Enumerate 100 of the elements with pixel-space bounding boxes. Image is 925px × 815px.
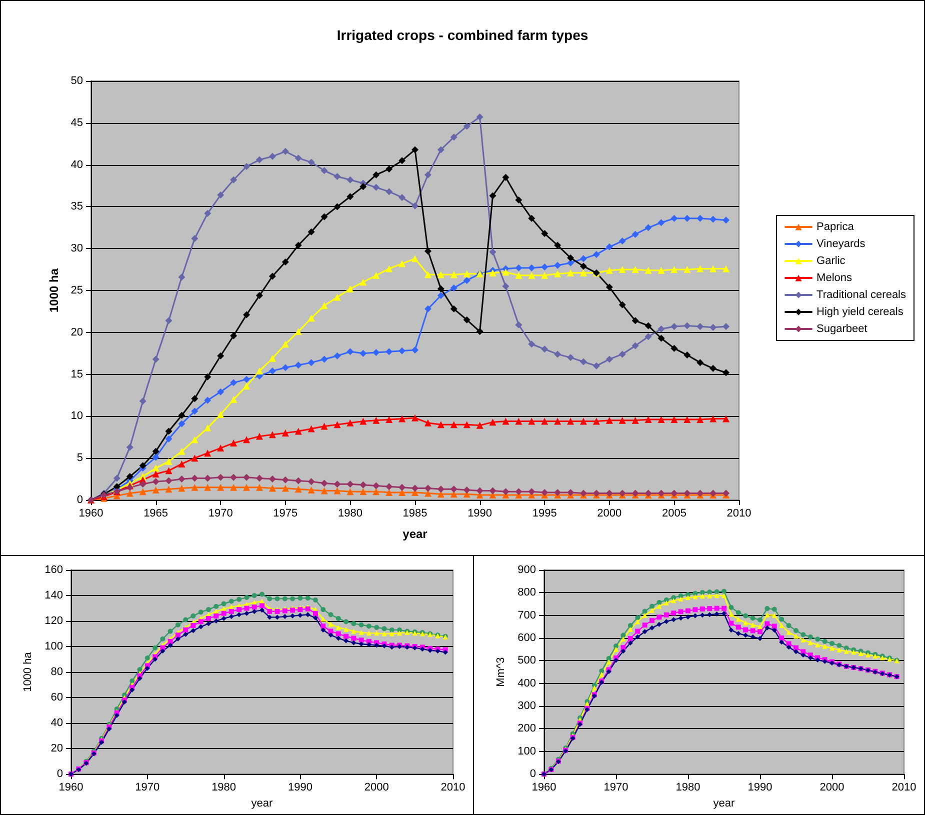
point (592, 362, 600, 370)
point (243, 382, 250, 390)
point (696, 359, 704, 366)
point (389, 627, 394, 632)
point (463, 421, 470, 428)
point (308, 425, 315, 432)
point (844, 648, 849, 654)
point (554, 242, 562, 249)
point (152, 448, 160, 455)
point (228, 598, 234, 604)
point (678, 596, 684, 602)
point (772, 612, 777, 618)
point (424, 271, 432, 278)
point (476, 487, 484, 494)
point (256, 474, 263, 482)
point (567, 269, 574, 276)
point (515, 196, 522, 204)
point (772, 628, 777, 633)
point (541, 264, 548, 271)
point (714, 606, 720, 611)
point (183, 627, 188, 632)
point (344, 619, 349, 624)
point (268, 152, 276, 160)
point (360, 481, 367, 488)
point (178, 460, 186, 468)
point (282, 148, 289, 155)
point (710, 216, 717, 223)
point (113, 483, 120, 490)
point (217, 388, 224, 396)
point (515, 321, 522, 328)
point (722, 369, 730, 376)
point (178, 476, 186, 483)
point (502, 488, 510, 496)
point (308, 314, 315, 322)
point (328, 612, 334, 618)
point (489, 248, 496, 256)
point (412, 346, 418, 354)
point (728, 612, 734, 617)
y-tick-label: 300 (518, 700, 536, 712)
point (243, 474, 250, 481)
point (658, 334, 665, 342)
point (320, 356, 328, 363)
point (139, 462, 146, 470)
x-tick-label: 1990 (468, 508, 492, 520)
point (191, 484, 198, 491)
point (320, 616, 326, 622)
point (217, 474, 224, 481)
point (489, 269, 496, 276)
point (528, 214, 536, 222)
point (294, 362, 302, 369)
point (144, 656, 150, 661)
point (684, 214, 691, 222)
point (580, 262, 587, 270)
point (328, 628, 334, 634)
point (836, 643, 842, 648)
legend-label: Sugarbeet (816, 323, 868, 335)
x-tick-label: 1985 (402, 508, 428, 520)
point (360, 488, 367, 496)
point (217, 444, 224, 452)
point (714, 593, 720, 598)
point (635, 634, 640, 640)
point (437, 486, 444, 493)
y-tick-label: 40 (70, 158, 83, 171)
point (714, 589, 720, 594)
legend-label: Vineyards (816, 238, 866, 250)
point (437, 146, 444, 154)
point (398, 415, 406, 422)
point (346, 285, 354, 292)
point (632, 416, 639, 424)
point (360, 418, 367, 425)
point (398, 484, 406, 491)
point (198, 624, 204, 630)
point (190, 628, 196, 634)
point (351, 628, 356, 634)
point (606, 284, 613, 291)
point (644, 416, 652, 424)
x-tick-label: 1980 (676, 782, 700, 794)
point (736, 631, 741, 636)
point (267, 608, 272, 614)
point (618, 266, 626, 274)
x-tick-label: 1975 (273, 508, 298, 520)
point (606, 416, 613, 424)
point (450, 134, 458, 141)
point (320, 213, 328, 220)
x-tick-label: 2010 (726, 508, 752, 520)
y-tick-label: 900 (518, 564, 536, 576)
y-axis-title: 1000 ha (46, 268, 61, 313)
y-tick-label: 160 (44, 564, 63, 576)
point (424, 484, 432, 492)
point (346, 419, 354, 426)
point (808, 640, 813, 646)
point (298, 596, 303, 601)
point (670, 214, 678, 222)
point (714, 611, 720, 616)
point (386, 265, 393, 272)
point (204, 424, 212, 432)
point (554, 270, 562, 278)
point (628, 626, 633, 632)
point (786, 630, 792, 635)
point (700, 606, 705, 612)
